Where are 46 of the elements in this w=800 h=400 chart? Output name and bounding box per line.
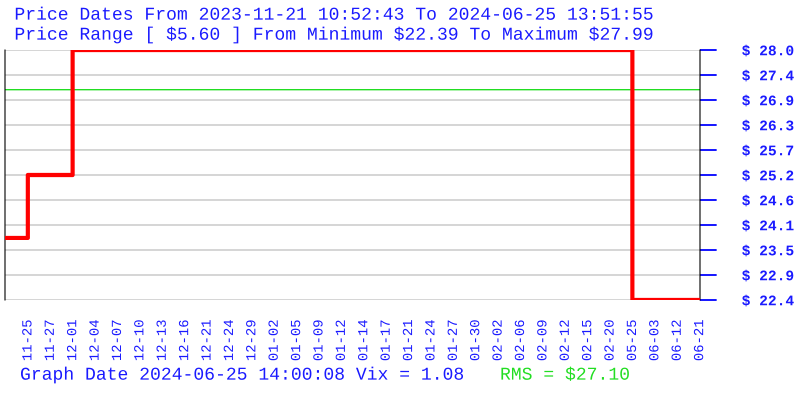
x-tick-label: 05-25 [626, 320, 636, 360]
y-tick-label: $ 26.9 [742, 94, 794, 106]
y-tick-label: $ 22.9 [742, 270, 794, 282]
x-tick-label: 12-04 [89, 320, 99, 360]
chart-title: Price Dates From 2023-11-21 10:52:43 To 2024-06-25 13:51:55 [16, 6, 653, 20]
x-tick-label: 02-09 [537, 320, 547, 360]
y-tick-label: $ 23.5 [742, 244, 794, 256]
y-tick-label: $ 26.3 [742, 120, 794, 132]
x-tick-label: 11-25 [22, 320, 32, 360]
y-tick-label: $ 25.2 [742, 170, 794, 182]
x-tick-label: 01-09 [313, 320, 323, 360]
x-tick-label: 12-10 [134, 320, 144, 360]
x-tick-label: 12-13 [156, 320, 166, 360]
y-tick-label: $ 24.6 [742, 194, 794, 206]
x-tick-label: 02-06 [514, 320, 524, 360]
x-tick-label: 01-27 [448, 320, 457, 360]
x-tick-label: 12-21 [201, 320, 211, 360]
x-tick-label: 11-27 [44, 320, 54, 360]
x-tick-label: 06-03 [649, 320, 658, 360]
x-tick-label: 01-14 [358, 320, 368, 360]
x-tick-label: 01-12 [336, 320, 346, 360]
y-tick-label: $ 22.4 [742, 294, 794, 306]
x-tick-label: 06-21 [694, 320, 704, 360]
x-tick-label: 01-30 [470, 320, 480, 360]
x-tick-label: 01-05 [290, 320, 300, 360]
ref-line-label: RMS = $27.10 [501, 366, 629, 381]
x-tick-label: 01-24 [425, 320, 435, 360]
y-tick-label: $ 25.7 [742, 144, 794, 156]
x-tick-label: 01-21 [402, 320, 412, 360]
x-tick-label: 02-02 [492, 320, 502, 360]
x-tick-label: 06-12 [671, 320, 681, 360]
x-tick-label: 12-16 [178, 320, 188, 360]
x-tick-label: 12-01 [66, 320, 76, 360]
y-tick-label: $ 28.0 [742, 44, 794, 56]
x-tick-label: 02-12 [560, 320, 569, 360]
x-tick-label: 02-15 [582, 320, 592, 360]
x-tick-label: 01-02 [268, 320, 278, 360]
x-tick-label: 12-24 [224, 320, 233, 360]
x-tick-label: 01-17 [380, 320, 390, 360]
chart-subtitle: Price Range [ $5.60 ] From Minimum $22.39 To Maximum $27.99 [16, 26, 652, 44]
text: Graph Date 2024-06-25 14:00:08 Vix = 1.08 [20, 366, 464, 384]
x-tick-label: 02-20 [604, 320, 614, 360]
y-tick-label: $ 24.1 [742, 220, 794, 232]
x-tick-label: 12-29 [246, 320, 256, 360]
x-tick-label: 12-07 [112, 320, 122, 360]
y-tick-label: $ 27.4 [742, 70, 794, 82]
